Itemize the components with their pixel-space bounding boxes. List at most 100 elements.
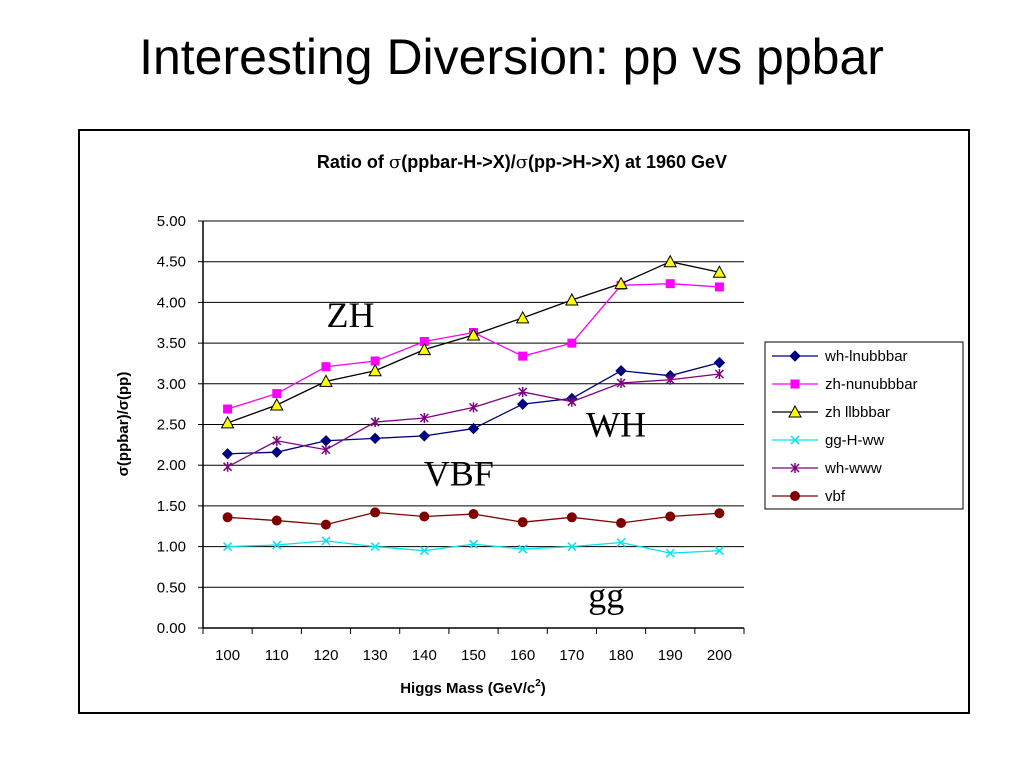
marker-stroke	[272, 540, 282, 550]
y-tick-label: 2.50	[157, 417, 186, 434]
y-tick-label: 3.50	[157, 335, 186, 352]
marker-stroke	[616, 537, 626, 548]
data-point-wh-lnubbbar	[320, 435, 332, 447]
data-point-zh-llbbbar	[663, 254, 678, 268]
annotations-layer: ZH WH VBF gg	[327, 295, 647, 616]
data-point-gg-h-ww	[665, 548, 675, 558]
x-tick-label: 140	[412, 647, 437, 664]
data-point-vbf	[665, 511, 676, 522]
data-point-gg-h-ww	[419, 546, 429, 556]
slide-title: Interesting Diversion: pp vs ppbar	[139, 29, 884, 85]
annotation-zh: ZH	[327, 295, 375, 335]
data-point-wh-lnubbbar	[615, 365, 627, 377]
annotation-vbf: VBF	[424, 454, 494, 494]
legend-label: zh llbbbar	[825, 404, 890, 421]
data-point-zh-llbbbar	[712, 265, 727, 278]
data-point-zh-llbbbar	[417, 342, 432, 356]
x-axis-label-main: Higgs Mass (GeV/c	[400, 680, 535, 697]
legend-label: wh-lnubbbar	[824, 348, 908, 365]
data-point-vbf	[517, 517, 528, 528]
x-tick-label: 160	[510, 647, 535, 664]
legend-item-gg-h-ww: gg-H-ww	[772, 432, 884, 449]
marker-stroke	[468, 539, 479, 549]
data-point-vbf	[616, 517, 627, 528]
gridlines	[203, 220, 744, 588]
data-point-zh-nunubbbar	[567, 338, 577, 348]
data-point-zh-nunubbbar	[665, 279, 675, 289]
y-ticks: 0.00 0.50 1.00 1.50 2.00 2.50 3.00 3.50 4.00 4.50…	[157, 213, 203, 637]
y-axis-label: σ(ppbar)/σ(pp)	[115, 372, 132, 477]
data-point-vbf	[271, 515, 282, 526]
y-tick-label: 5.00	[157, 213, 186, 230]
x-tick-label: 170	[559, 647, 584, 664]
marker-stroke	[321, 536, 331, 546]
series-layer	[220, 254, 727, 558]
legend-item-zh-nunubbbar: zh-nunubbbar	[772, 376, 918, 393]
legend-swatch-marker	[790, 435, 800, 445]
data-point-zh-nunubbbar	[714, 282, 724, 292]
legend: wh-lnubbbar zh-nunubbbar zh llbbbar gg-H-ww…	[764, 341, 964, 510]
data-point-wh-lnubbbar	[467, 422, 480, 435]
y-tick-label: 0.50	[157, 579, 186, 596]
x-tick-label: 110	[265, 647, 289, 664]
data-point-zh-llbbbar	[368, 363, 382, 377]
data-point-vbf	[320, 519, 331, 530]
data-point-wh-www	[567, 396, 577, 407]
data-point-wh-www	[714, 369, 724, 380]
data-point-zh-nunubbbar	[321, 362, 331, 372]
data-point-wh-lnubbbar	[713, 356, 726, 369]
data-point-vbf	[419, 511, 430, 522]
x-tick-label: 180	[609, 647, 634, 664]
data-point-zh-llbbbar	[319, 374, 333, 387]
x-axis-label-sup: 2	[535, 678, 541, 689]
data-point-wh-www	[223, 461, 233, 472]
data-point-wh-www	[468, 402, 479, 413]
chart-title-part: Ratio of	[317, 152, 389, 172]
series-wh-lnubbbar	[221, 356, 726, 460]
data-point-zh-nunubbbar	[518, 351, 528, 361]
series-zh-llbbbar	[220, 254, 727, 429]
x-tick-label: 100	[215, 647, 240, 664]
data-point-gg-h-ww	[714, 546, 724, 556]
x-tick-label: 150	[461, 647, 486, 664]
legend-item-wh-lnubbbar: wh-lnubbbar	[772, 348, 908, 365]
data-point-vbf	[714, 508, 725, 519]
data-point-gg-h-ww	[321, 536, 331, 546]
legend-swatch-marker	[790, 491, 800, 501]
chart-title: Ratio of σ(ppbar-H->X)/σ(pp->H->X) at 19…	[317, 152, 727, 173]
legend-label: wh-www	[824, 460, 882, 477]
x-tick-label: 200	[707, 647, 732, 664]
annotation-gg: gg	[588, 576, 624, 616]
x-axis-label-end: )	[541, 680, 546, 697]
x-tick-label: 190	[658, 647, 683, 664]
series-line-zh-llbbbar	[227, 261, 720, 424]
data-point-gg-h-ww	[518, 544, 528, 554]
data-point-zh-llbbbar	[466, 327, 481, 341]
x-axis-label: Higgs Mass (GeV/c2)	[400, 678, 546, 697]
marker-stroke	[714, 546, 724, 556]
legend-item-wh-www: wh-www	[772, 460, 882, 477]
chart-title-sigma: σ	[389, 152, 401, 173]
y-tick-label: 2.00	[157, 457, 186, 474]
data-point-vbf	[222, 512, 233, 523]
data-point-zh-llbbbar	[565, 292, 579, 306]
data-point-gg-h-ww	[616, 537, 626, 548]
data-point-wh-www	[272, 435, 282, 446]
x-tick-label: 120	[313, 647, 338, 664]
legend-swatch-marker	[790, 463, 800, 473]
chart-title-sigma: σ	[516, 152, 528, 173]
y-tick-label: 4.50	[157, 254, 186, 271]
legend-label: gg-H-ww	[825, 432, 884, 449]
data-point-vbf	[468, 509, 479, 520]
chart-title-part: (ppbar-H->X)/	[401, 152, 516, 172]
marker-stroke	[567, 542, 577, 552]
data-point-wh-lnubbbar	[221, 448, 234, 460]
marker-stroke	[419, 546, 429, 556]
legend-label: zh-nunubbbar	[825, 376, 918, 393]
chart-title-part: (pp->H->X) at 1960 GeV	[528, 152, 727, 172]
data-point-wh-www	[321, 444, 331, 455]
marker-stroke	[370, 542, 380, 552]
x-ticks: 100 110 120 130 140 150 160 170 180 190 200	[202, 628, 745, 664]
y-tick-label: 0.00	[157, 620, 186, 637]
